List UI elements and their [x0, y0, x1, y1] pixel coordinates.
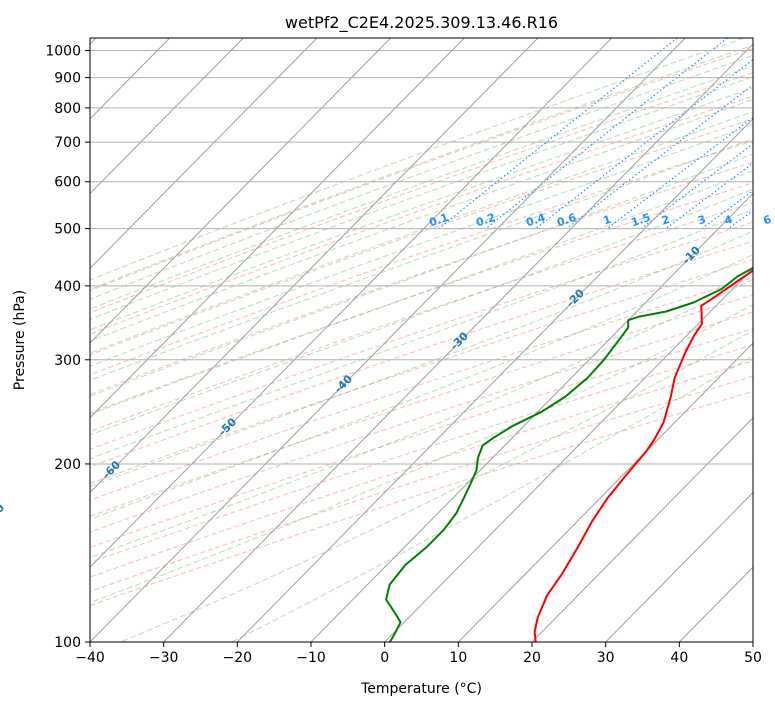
plot-frame: [89, 37, 754, 643]
pressure-gridlines: [90, 38, 753, 642]
isotherm-line: [310, 192, 753, 642]
mixing-ratio-line: [535, 58, 753, 230]
isotherm-line: [90, 38, 391, 344]
x-axis-label: Temperature (°C): [360, 681, 482, 697]
y-tick-label: 500: [54, 222, 81, 238]
moist-adiabat-line: [231, 355, 753, 642]
y-axis-label: Pressure (hPa): [12, 290, 28, 390]
isotherm-line: [163, 43, 753, 642]
mixing-ratio-label: 1.5: [630, 211, 653, 229]
y-axis-ticks: 100 200 300 400 500 600 700 800 900 1000: [45, 44, 90, 651]
isotherm-line: [90, 38, 465, 419]
background-lines: [90, 38, 753, 642]
mixing-ratio-line: [438, 38, 678, 230]
x-tick-label: −20: [223, 650, 253, 666]
dry-adiabat-line: [90, 161, 753, 395]
x-tick-label: 20: [523, 650, 541, 666]
moist-adiabat-line: [90, 76, 753, 320]
y-tick-label: 800: [54, 101, 81, 117]
isotherm-line: [90, 38, 318, 269]
moist-adiabat-line: [90, 65, 753, 310]
y-tick-label: 400: [54, 279, 81, 295]
moist-adiabat-line: [90, 38, 745, 281]
moist-adiabat-line: [90, 87, 753, 331]
y-tick-label: 1000: [45, 44, 81, 60]
x-tick-label: −30: [149, 650, 179, 666]
isotherm-line: [605, 491, 753, 642]
mixing-ratio-label: 6: [762, 213, 774, 228]
isotherm-line: [90, 38, 539, 494]
dry-adiabat-line: [90, 360, 753, 578]
isotherm-line: [236, 118, 753, 642]
moist-adiabat-line: [90, 55, 753, 300]
moist-adiabat-line: [90, 230, 753, 488]
dry-adiabat-line: [90, 390, 753, 607]
mixing-ratio-label: 0.4: [524, 211, 547, 229]
mixing-ratio-label: 2: [660, 213, 671, 228]
moist-adiabat-line: [90, 111, 753, 354]
x-tick-label: −40: [75, 650, 105, 666]
mixing-ratio-label: 3: [696, 213, 707, 228]
x-tick-label: 10: [449, 650, 467, 666]
isotherm-line: [90, 38, 686, 642]
temperature-profile-line: [533, 269, 753, 642]
moist-adiabat-line: [90, 170, 753, 415]
mixing-ratio-label: 4: [723, 213, 735, 228]
moist-adiabat-line: [90, 153, 753, 397]
x-tick-label: 50: [744, 650, 762, 666]
y-tick-label: 300: [54, 353, 81, 369]
isotherm-line: [90, 38, 244, 195]
x-axis-ticks: −40 −30 −20 −10 0 10 20 30 40 50: [75, 642, 762, 666]
moist-adiabat-line: [90, 138, 753, 381]
mixing-ratio-labels: 0.10.20.40.611.52346810131620253036: [428, 211, 774, 229]
mixing-ratio-label: 0.6: [555, 211, 578, 229]
dry-adiabat-line: [90, 47, 753, 292]
dry-adiabat-line: [90, 95, 753, 335]
moist-adiabat-line: [120, 329, 753, 642]
dry-adiabat-line: [90, 375, 753, 593]
mixing-ratio-line: [566, 84, 753, 230]
moist-adiabat-line: [90, 124, 753, 367]
moist-adiabat-line: [90, 304, 753, 604]
mixing-ratio-label: 0.2: [474, 211, 497, 229]
y-tick-label: 600: [54, 175, 81, 191]
dry-adiabat-line: [90, 182, 753, 414]
x-tick-label: 30: [597, 650, 615, 666]
y-tick-label: 200: [54, 457, 81, 473]
chart-title: wetPf2_C2E4.2025.309.13.46.R16: [285, 13, 558, 33]
isotherm-line: [457, 342, 753, 642]
moist-adiabat-line: [90, 254, 753, 520]
x-tick-label: 40: [670, 650, 688, 666]
isotherm-line: [384, 267, 753, 642]
y-tick-label: 900: [54, 71, 81, 87]
mixing-ratio-label: 0.1: [428, 211, 451, 229]
moist-adiabat-line: [90, 44, 753, 291]
isotherm-line: [90, 38, 612, 568]
isotherm-line: [531, 417, 753, 642]
dewpoint-profile-line: [385, 266, 753, 642]
y-tick-label: 700: [54, 135, 81, 151]
moist-adiabat-line: [90, 278, 753, 559]
x-tick-label: −10: [296, 650, 326, 666]
series-group: [385, 266, 753, 642]
x-tick-label: 0: [380, 650, 389, 666]
isotherm-label: -70: [0, 501, 7, 525]
y-tick-label: 100: [54, 635, 81, 651]
mixing-ratio-label: 1: [601, 213, 612, 228]
dry-adiabat-line: [90, 344, 753, 563]
